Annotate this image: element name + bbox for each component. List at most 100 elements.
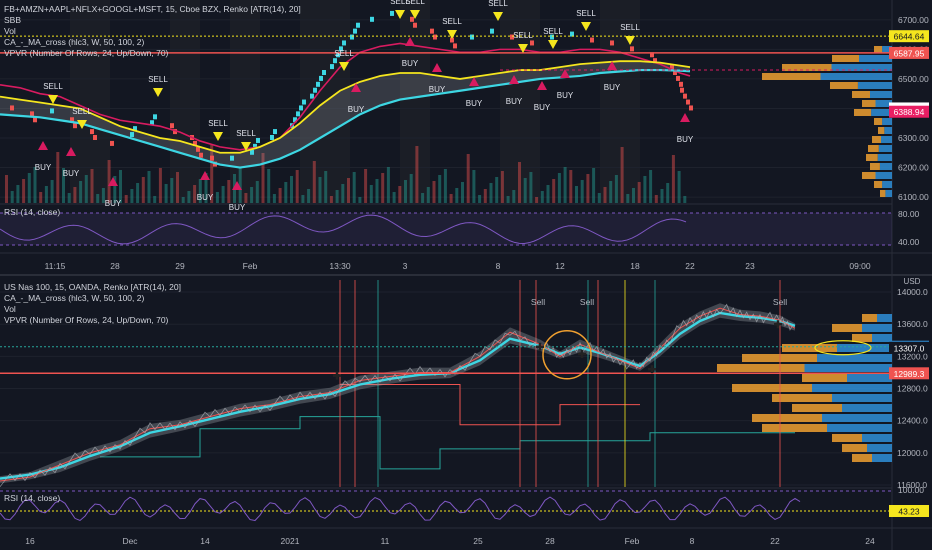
volume-bar [495, 177, 499, 203]
volume-profile-down [852, 334, 872, 342]
renko-brick [342, 40, 346, 46]
buy-marker [200, 171, 210, 180]
volume-bar [586, 174, 590, 203]
volume-bar [466, 154, 470, 203]
volume-profile-up [877, 314, 892, 322]
volume-bar [671, 155, 675, 203]
buy-marker [405, 37, 415, 46]
volume-bar [261, 153, 265, 203]
volume-profile-down [782, 64, 832, 71]
price-tick-top: 6200.00 [898, 163, 929, 173]
volume-bar [198, 179, 202, 203]
renko-brick [322, 70, 326, 75]
time-label-bottom: 14 [200, 536, 210, 546]
volume-profile-up [878, 145, 892, 152]
highlight-ellipse [814, 340, 872, 356]
renko-brick [253, 143, 257, 149]
renko-brick [70, 117, 74, 123]
price-tag-bottom [889, 367, 929, 380]
volume-profile-up [831, 64, 892, 71]
renko-brick [336, 52, 340, 58]
volume-bar [227, 180, 231, 203]
renko-brick [410, 16, 414, 22]
volume-profile-down [852, 454, 872, 462]
volume-profile-down [862, 172, 876, 179]
renko-brick [30, 111, 34, 117]
volume-bar [597, 193, 601, 203]
volume-profile-up [827, 424, 892, 432]
sell-label: SELL [72, 107, 92, 116]
renko-brick [683, 93, 687, 99]
volume-bar [569, 170, 573, 203]
renko-brick [570, 31, 574, 37]
buy-marker [351, 83, 361, 92]
volume-bar [39, 192, 43, 203]
time-label-top: 13:30 [329, 261, 351, 271]
price-tick-top: 6300.00 [898, 133, 929, 143]
volume-bar [90, 169, 94, 203]
volume-bar [267, 169, 271, 203]
volume-bar [455, 188, 459, 203]
volume-profile-down [762, 73, 821, 80]
buy-marker [509, 75, 519, 84]
time-label-top: 8 [496, 261, 501, 271]
volume-bar [563, 167, 567, 203]
sell-marker [153, 88, 163, 97]
volume-bar [255, 181, 259, 203]
volume-profile-up [882, 181, 892, 188]
buy-label: BUY [35, 163, 52, 172]
volume-bar [278, 188, 282, 203]
buy-marker [108, 177, 118, 186]
volume-bar [221, 186, 225, 203]
buy-label: BUY [229, 203, 246, 212]
volume-bar [386, 167, 390, 203]
ma-line-cyan-bottom [0, 311, 796, 480]
renko-brick [333, 58, 337, 64]
renko-brick [590, 37, 594, 43]
volume-profile-down [874, 118, 883, 125]
volume-bar [341, 184, 345, 203]
volume-profile-down [832, 55, 859, 62]
volume-profile-up [884, 127, 892, 134]
renko-brick [670, 64, 674, 70]
renko-brick [210, 155, 214, 161]
volume-profile-up [877, 154, 892, 161]
price-tick-bottom: 11600.0 [897, 480, 927, 490]
buy-marker [537, 81, 547, 90]
rsi-tag-bottom [889, 505, 929, 517]
volume-bar [575, 186, 578, 203]
time-label-top: Feb [243, 261, 258, 271]
volume-bar [552, 179, 556, 203]
sell-marker [581, 22, 591, 31]
volume-profile-down [772, 394, 832, 402]
buy-label: BUY [506, 97, 523, 106]
legend-line-top: CA_-_MA_cross (hlc3, W, 50, 100, 2) [4, 37, 144, 47]
volume-bar [158, 168, 162, 203]
volume-bar [432, 181, 436, 203]
renko-brick [33, 117, 37, 123]
step-line-red [340, 384, 640, 426]
volume-profile-up [875, 100, 892, 107]
sell-marker [339, 62, 349, 71]
volume-bar [62, 168, 65, 203]
renko-brick [302, 99, 306, 105]
volume-bar [654, 195, 658, 203]
renko-brick [193, 140, 197, 146]
volume-profile-down [866, 154, 878, 161]
volume-bar [472, 170, 476, 203]
volume-profile-down [832, 324, 862, 332]
price-tag-label-top: 6388.94 [894, 107, 925, 117]
volume-profile-up [812, 384, 892, 392]
time-label-bottom: Dec [122, 536, 138, 546]
buy-marker [469, 77, 479, 86]
renko-brick [370, 16, 374, 22]
sell-label: SELL [488, 0, 508, 8]
renko-brick [196, 146, 200, 152]
price-trace-gray [0, 303, 793, 488]
volume-profile-up [875, 172, 892, 179]
rsi-label-top: RSI (14, close) [4, 207, 60, 217]
price-tick-bottom: 13200.0 [897, 351, 928, 361]
sell-label: SELL [513, 31, 533, 40]
volume-bar [73, 187, 77, 203]
